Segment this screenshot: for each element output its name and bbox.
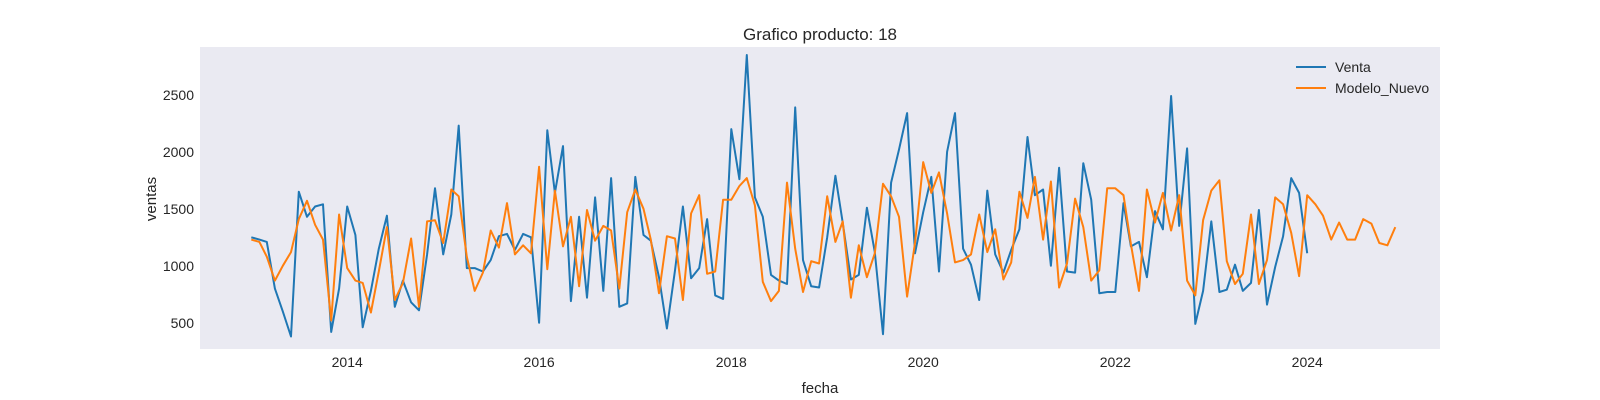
legend-label-venta: Venta: [1335, 59, 1371, 75]
y-tick-label: 2000: [163, 144, 194, 160]
x-axis-ticks: 2014 2016 2018 2020 2022 2024: [332, 354, 1323, 370]
x-tick-label: 2022: [1100, 354, 1131, 370]
y-tick-label: 2500: [163, 87, 194, 103]
y-axis-label: ventas: [143, 177, 160, 221]
x-tick-label: 2024: [1292, 354, 1323, 370]
x-tick-label: 2016: [524, 354, 555, 370]
y-tick-label: 1500: [163, 201, 194, 217]
series-lines: [251, 54, 1397, 338]
y-tick-label: 500: [171, 315, 195, 331]
series-line-modelo-nuevo: [251, 161, 1397, 322]
x-axis-label: fecha: [802, 380, 839, 397]
y-axis-ticks: 500 1000 1500 2000 2500: [163, 87, 194, 331]
x-tick-label: 2020: [908, 354, 939, 370]
y-tick-label: 1000: [163, 258, 194, 274]
x-tick-label: 2014: [332, 354, 363, 370]
legend: Venta Modelo_Nuevo: [1296, 59, 1429, 96]
legend-label-modelo-nuevo: Modelo_Nuevo: [1335, 80, 1429, 96]
chart-title: Grafico producto: 18: [743, 25, 897, 44]
x-tick-label: 2018: [716, 354, 747, 370]
plot-area: [200, 47, 1440, 349]
